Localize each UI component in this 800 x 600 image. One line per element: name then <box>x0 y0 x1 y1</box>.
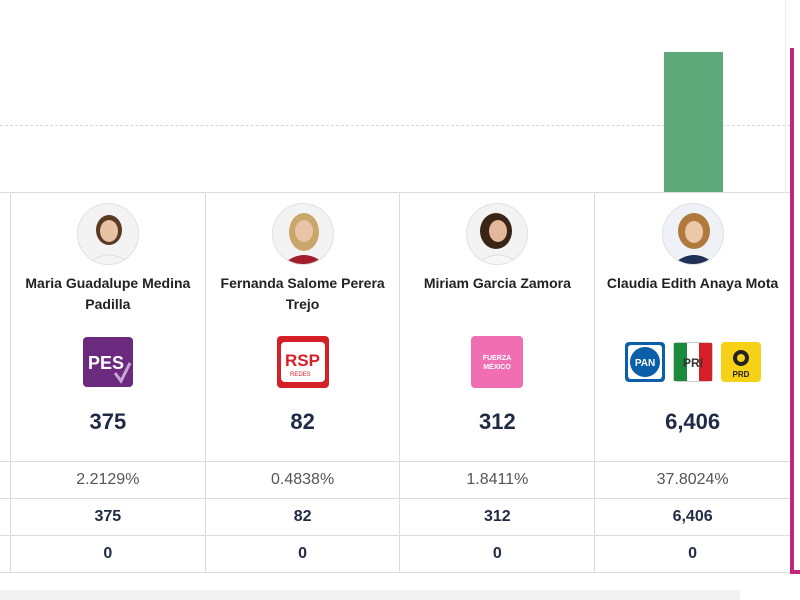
total-votes-row: 375 82 312 6,406 <box>0 499 790 536</box>
candidate-card[interactable]: Fernanda Salome Perera Trejo RSP REDES 8… <box>206 193 401 461</box>
candidate-name: Miriam Garcia Zamora <box>423 275 571 291</box>
svg-text:REDES: REDES <box>290 372 311 378</box>
percentage-cell: 0.4838% <box>206 462 401 498</box>
scrollbar-track[interactable] <box>0 590 740 600</box>
candidate-name: Maria Guadalupe Medina Padilla <box>25 275 191 312</box>
other-votes-row: 0 0 0 0 <box>0 536 790 573</box>
candidate-votes: 375 <box>89 409 127 434</box>
svg-text:PRD: PRD <box>732 370 749 379</box>
other-votes-cell: 0 <box>688 545 698 562</box>
rsp-logo-icon: RSP REDES <box>276 336 329 388</box>
svg-text:MÉXICO: MÉXICO <box>484 362 512 371</box>
party-logos: FUERZA MÉXICO <box>471 335 524 389</box>
other-votes-cell: 0 <box>400 536 596 572</box>
votes-chart <box>0 0 790 192</box>
candidate-avatar <box>661 203 724 265</box>
candidate-votes: 6,406 <box>665 409 721 434</box>
candidate-votes: 312 <box>479 409 516 434</box>
party-logos: PES <box>82 335 133 389</box>
candidate-card[interactable]: Maria Guadalupe Medina Padilla PES 375 <box>11 193 206 461</box>
chart-gridline <box>0 125 790 126</box>
percentage-cell: 1.8411% <box>400 462 596 498</box>
percentage-row: 2.2129% 0.4838% 1.8411% 37.8024% <box>0 462 790 499</box>
highlight-frame-corner <box>790 570 800 574</box>
candidate-name: Claudia Edith Anaya Mota <box>606 275 779 291</box>
svg-text:PRI: PRI <box>683 356 703 370</box>
percentage-cell: 37.8024% <box>656 471 729 488</box>
candidate-card[interactable]: Claudia Edith Anaya Mota PAN PRI <box>595 193 790 461</box>
total-votes-cell: 312 <box>400 499 596 535</box>
results-table: Maria Guadalupe Medina Padilla PES 375 <box>0 192 790 573</box>
other-votes-cell: 0 <box>11 536 206 572</box>
svg-text:RSP: RSP <box>285 351 320 370</box>
party-logos: PAN PRI PRD <box>624 335 761 389</box>
total-votes-cell: 82 <box>206 499 401 535</box>
pri-logo-icon: PRI <box>672 342 713 382</box>
chart-bar-claudia-anaya[interactable] <box>664 52 723 192</box>
fuerza-mexico-logo-icon: FUERZA MÉXICO <box>471 336 524 388</box>
candidates-row: Maria Guadalupe Medina Padilla PES 375 <box>0 193 790 462</box>
svg-text:PAN: PAN <box>634 358 654 369</box>
prd-logo-icon: PRD <box>720 342 761 382</box>
percentage-cell: 2.2129% <box>11 462 206 498</box>
candidate-card[interactable]: Miriam Garcia Zamora FUERZA MÉXICO 312 <box>400 193 596 461</box>
total-votes-cell: 375 <box>11 499 206 535</box>
pan-logo-icon: PAN <box>624 342 665 382</box>
svg-text:PES: PES <box>88 353 124 373</box>
candidate-avatar <box>466 203 529 265</box>
total-votes-cell: 6,406 <box>672 508 713 525</box>
candidate-avatar <box>76 203 139 265</box>
chart-divider <box>785 0 786 192</box>
candidate-name: Fernanda Salome Perera Trejo <box>220 275 385 312</box>
candidate-votes: 82 <box>290 409 315 434</box>
svg-text:FUERZA: FUERZA <box>483 355 511 362</box>
pes-logo-icon: PES <box>82 337 133 387</box>
highlight-frame-edge <box>790 48 794 574</box>
party-logos: RSP REDES <box>276 335 329 389</box>
candidate-avatar <box>271 203 334 265</box>
other-votes-cell: 0 <box>206 536 401 572</box>
